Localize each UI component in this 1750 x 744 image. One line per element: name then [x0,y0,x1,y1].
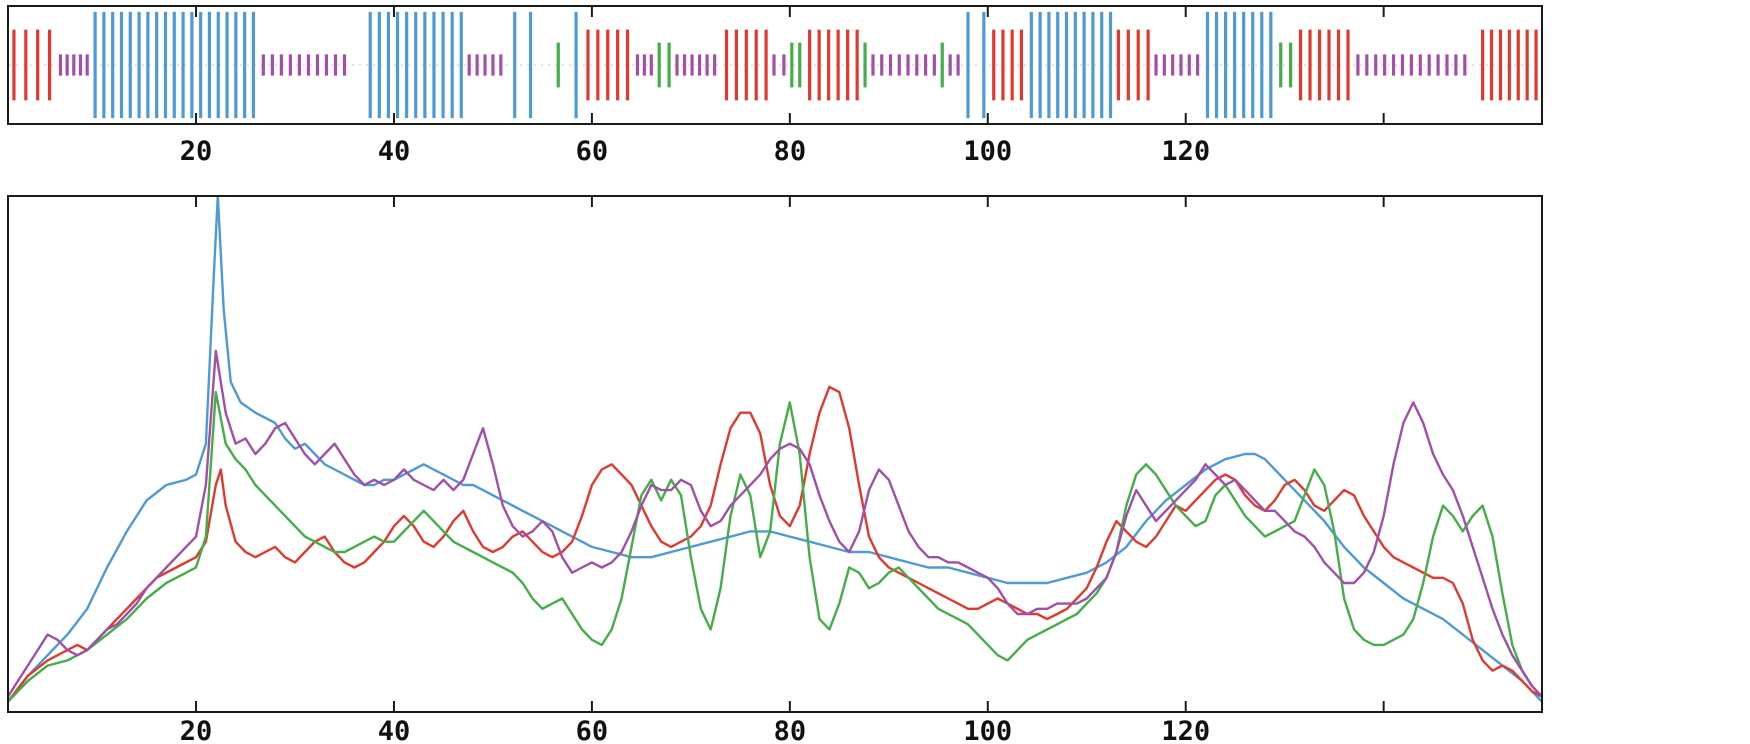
series-line-red-signal [8,385,1542,703]
series-line-purple-signal [8,349,1542,698]
feature-strip-panel-x-tick-label: 120 [1161,136,1210,167]
feature-strip-panel-x-tick-label: 40 [378,136,411,167]
line-chart-panel-x-tick-label: 40 [378,716,411,744]
series-line-blue-signal [8,196,1542,703]
line-chart-panel-border [7,195,1543,713]
line-chart-panel-x-tick-label: 80 [774,716,807,744]
line-chart-panel-x-tick-label: 20 [180,716,213,744]
feature-strip-panel-x-tick-label: 60 [576,136,609,167]
series-line-green-signal [8,390,1542,703]
feature-strip-panel-x-tick-label: 20 [180,136,213,167]
feature-strip-panel-x-tick-label: 80 [774,136,807,167]
feature-strip-panel-x-tick-label: 100 [963,136,1012,167]
line-chart-panel-x-tick-label: 120 [1161,716,1210,744]
feature-strip-panel-border [7,5,1543,125]
line-chart-panel-x-tick-label: 60 [576,716,609,744]
line-chart-panel-x-tick-label: 100 [963,716,1012,744]
